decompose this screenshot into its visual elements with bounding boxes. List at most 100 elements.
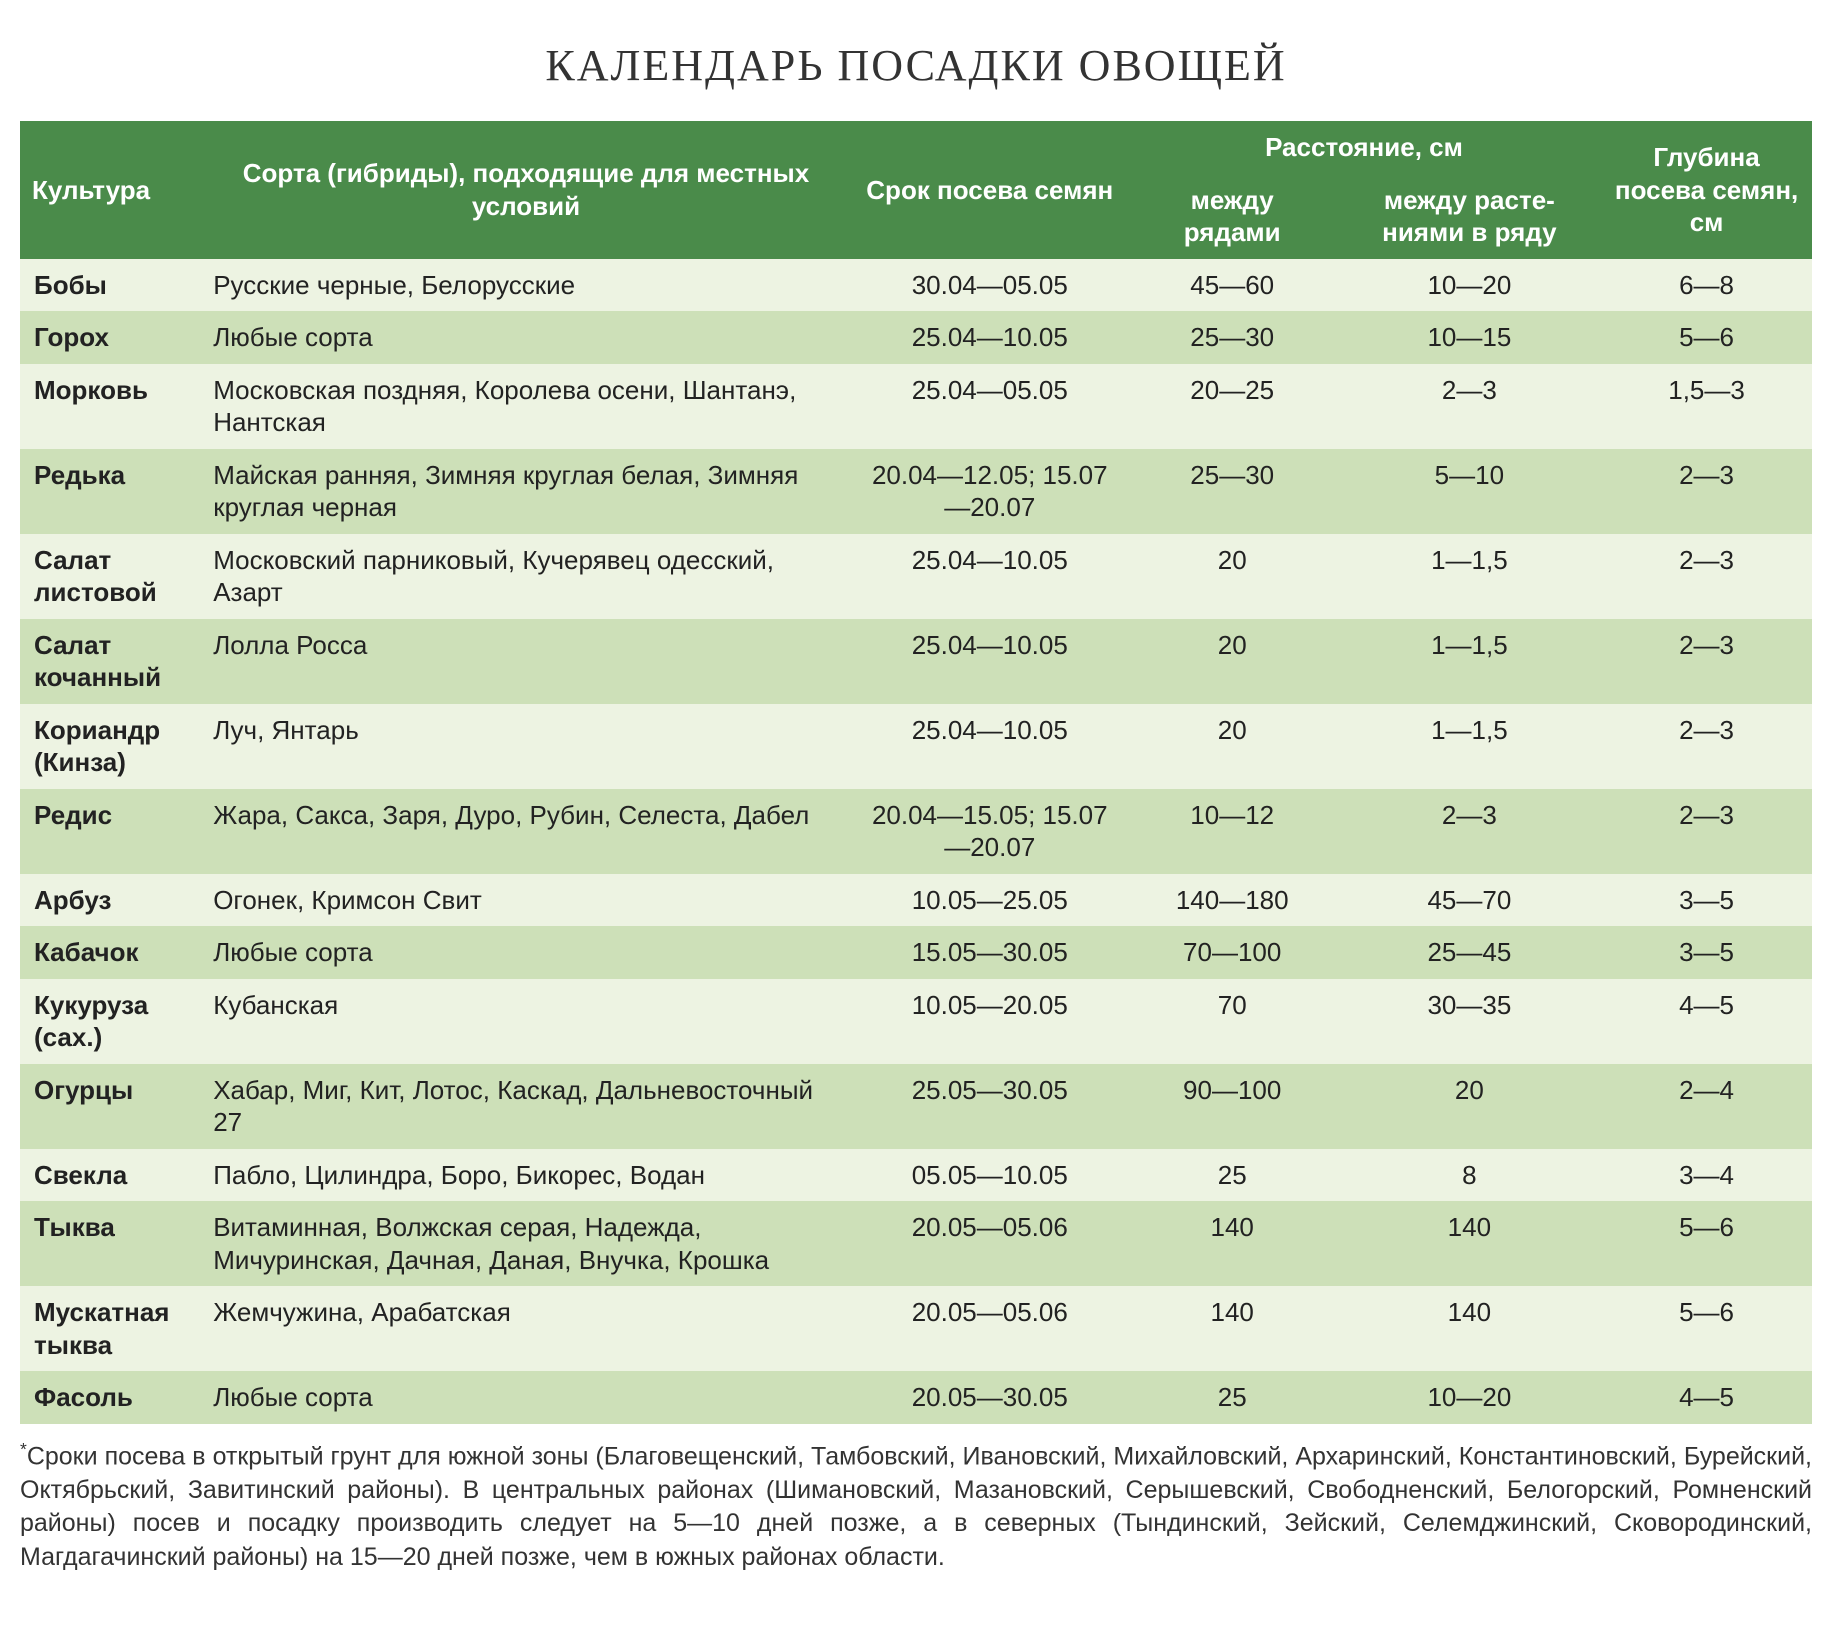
culture-cell: Фасоль — [20, 1371, 199, 1424]
table-row: СвеклаПабло, Цилиндра, Боро, Бикорес, Во… — [20, 1149, 1812, 1202]
planting-table: Культура Сорта (гибриды), подходящие для… — [20, 121, 1812, 1424]
depth-cell: 2—3 — [1601, 704, 1812, 789]
date-cell: 25.04—05.05 — [853, 364, 1127, 449]
depth-cell: 2—3 — [1601, 619, 1812, 704]
between-rows-cell: 70 — [1127, 979, 1338, 1064]
between-rows-cell: 20 — [1127, 534, 1338, 619]
culture-cell: Тыква — [20, 1201, 199, 1286]
date-cell: 25.04—10.05 — [853, 534, 1127, 619]
page-container: КАЛЕНДАРЬ ПОСАДКИ ОВОЩЕЙ Культура Сорта … — [20, 40, 1812, 1575]
table-row: ГорохЛюбые сорта25.04—10.0525—3010—155—6 — [20, 311, 1812, 364]
table-row: ФасольЛюбые сорта20.05—30.052510—204—5 — [20, 1371, 1812, 1424]
table-row: Мускат­ная тыкваЖемчужина, Арабатская20.… — [20, 1286, 1812, 1371]
variety-cell: Кубанская — [199, 979, 853, 1064]
depth-cell: 4—5 — [1601, 1371, 1812, 1424]
table-row: Салат кочанныйЛолла Росса25.04—10.05201—… — [20, 619, 1812, 704]
culture-cell: Арбуз — [20, 874, 199, 927]
between-rows-cell: 25—30 — [1127, 449, 1338, 534]
between-rows-cell: 45—60 — [1127, 259, 1338, 312]
between-rows-cell: 140 — [1127, 1201, 1338, 1286]
between-plants-cell: 140 — [1338, 1286, 1602, 1371]
date-cell: 10.05—20.05 — [853, 979, 1127, 1064]
culture-cell: Кукуруза (сах.) — [20, 979, 199, 1064]
variety-cell: Хабар, Миг, Кит, Лотос, Каскад, Дальнево… — [199, 1064, 853, 1149]
depth-cell: 2—3 — [1601, 449, 1812, 534]
page-title: КАЛЕНДАРЬ ПОСАДКИ ОВОЩЕЙ — [20, 40, 1812, 91]
table-row: РедисЖара, Сакса, Заря, Дуро, Рубин, Сел… — [20, 789, 1812, 874]
between-rows-cell: 25—30 — [1127, 311, 1338, 364]
depth-cell: 5—6 — [1601, 1286, 1812, 1371]
depth-cell: 5—6 — [1601, 1201, 1812, 1286]
culture-cell: Редис — [20, 789, 199, 874]
between-rows-cell: 140—180 — [1127, 874, 1338, 927]
variety-cell: Пабло, Цилиндра, Боро, Бикорес, Водан — [199, 1149, 853, 1202]
depth-cell: 5—6 — [1601, 311, 1812, 364]
table-row: Салат листовойМосковский парниковый, Куч… — [20, 534, 1812, 619]
between-rows-cell: 25 — [1127, 1149, 1338, 1202]
between-plants-cell: 10—20 — [1338, 1371, 1602, 1424]
between-rows-cell: 20 — [1127, 619, 1338, 704]
table-row: Кориандр (Кинза)Луч, Янтарь25.04—10.0520… — [20, 704, 1812, 789]
between-plants-cell: 140 — [1338, 1201, 1602, 1286]
depth-cell: 2—3 — [1601, 789, 1812, 874]
variety-cell: Московская поздняя, Королева осени, Шант… — [199, 364, 853, 449]
date-cell: 20.05—30.05 — [853, 1371, 1127, 1424]
date-cell: 05.05—10.05 — [853, 1149, 1127, 1202]
between-rows-cell: 25 — [1127, 1371, 1338, 1424]
culture-cell: Огурцы — [20, 1064, 199, 1149]
date-cell: 30.04—05.05 — [853, 259, 1127, 312]
date-cell: 20.04—15.05; 15.07—20.07 — [853, 789, 1127, 874]
between-plants-cell: 45—70 — [1338, 874, 1602, 927]
culture-cell: Кабачок — [20, 926, 199, 979]
culture-cell: Горох — [20, 311, 199, 364]
between-rows-cell: 10—12 — [1127, 789, 1338, 874]
variety-cell: Любые сорта — [199, 926, 853, 979]
culture-cell: Кориандр (Кинза) — [20, 704, 199, 789]
between-rows-cell: 140 — [1127, 1286, 1338, 1371]
variety-cell: Майская ранняя, Зимняя круглая белая, Зи… — [199, 449, 853, 534]
depth-cell: 1,5—3 — [1601, 364, 1812, 449]
variety-cell: Лолла Росса — [199, 619, 853, 704]
table-header: Культура Сорта (гибриды), подходящие для… — [20, 121, 1812, 259]
table-row: ТыкваВитаминная, Волжская серая, Надежда… — [20, 1201, 1812, 1286]
between-plants-cell: 1—1,5 — [1338, 704, 1602, 789]
col-between-plants: между расте­ниями в ряду — [1338, 174, 1602, 259]
between-plants-cell: 5—10 — [1338, 449, 1602, 534]
date-cell: 20.05—05.06 — [853, 1201, 1127, 1286]
between-rows-cell: 90—100 — [1127, 1064, 1338, 1149]
between-plants-cell: 20 — [1338, 1064, 1602, 1149]
date-cell: 20.04—12.05; 15.07—20.07 — [853, 449, 1127, 534]
depth-cell: 4—5 — [1601, 979, 1812, 1064]
variety-cell: Витаминная, Волжская серая, Надежда, Мич… — [199, 1201, 853, 1286]
col-culture: Культура — [20, 121, 199, 259]
between-rows-cell: 20—25 — [1127, 364, 1338, 449]
depth-cell: 3—4 — [1601, 1149, 1812, 1202]
date-cell: 10.05—25.05 — [853, 874, 1127, 927]
col-between-rows: между рядами — [1127, 174, 1338, 259]
depth-cell: 3—5 — [1601, 874, 1812, 927]
culture-cell: Редька — [20, 449, 199, 534]
variety-cell: Огонек, Кримсон Свит — [199, 874, 853, 927]
variety-cell: Жара, Сакса, Заря, Дуро, Рубин, Селеста,… — [199, 789, 853, 874]
table-row: ОгурцыХабар, Миг, Кит, Лотос, Каскад, Да… — [20, 1064, 1812, 1149]
col-date: Срок посева семян — [853, 121, 1127, 259]
date-cell: 25.04—10.05 — [853, 704, 1127, 789]
between-plants-cell: 1—1,5 — [1338, 534, 1602, 619]
table-row: КабачокЛюбые сорта15.05—30.0570—10025—45… — [20, 926, 1812, 979]
culture-cell: Салат кочанный — [20, 619, 199, 704]
between-plants-cell: 10—15 — [1338, 311, 1602, 364]
between-plants-cell: 2—3 — [1338, 789, 1602, 874]
table-row: Кукуруза (сах.)Кубанская10.05—20.057030—… — [20, 979, 1812, 1064]
culture-cell: Свекла — [20, 1149, 199, 1202]
depth-cell: 2—4 — [1601, 1064, 1812, 1149]
variety-cell: Жемчужина, Арабатская — [199, 1286, 853, 1371]
table-row: АрбузОгонек, Кримсон Свит10.05—25.05140—… — [20, 874, 1812, 927]
table-row: БобыРусские черные, Белорусские30.04—05.… — [20, 259, 1812, 312]
variety-cell: Луч, Янтарь — [199, 704, 853, 789]
col-distance-group: Расстояние, см — [1127, 121, 1601, 174]
between-plants-cell: 2—3 — [1338, 364, 1602, 449]
variety-cell: Любые сорта — [199, 311, 853, 364]
between-rows-cell: 70—100 — [1127, 926, 1338, 979]
date-cell: 25.04—10.05 — [853, 311, 1127, 364]
table-row: МорковьМосковская поздняя, Королева осен… — [20, 364, 1812, 449]
